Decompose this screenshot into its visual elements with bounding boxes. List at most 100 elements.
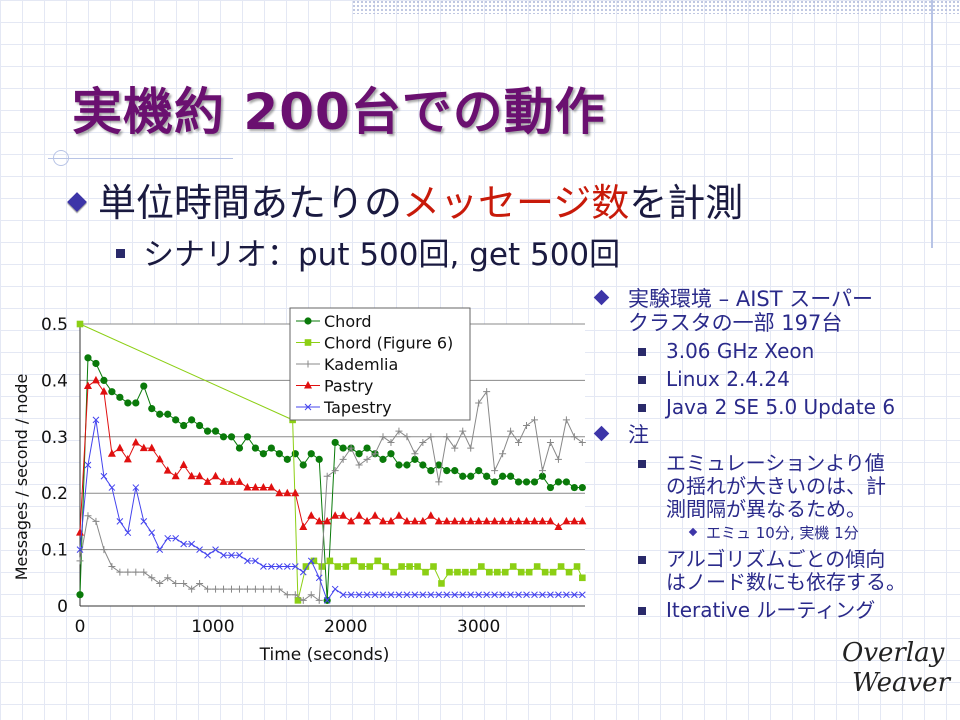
series-chord-point — [467, 472, 475, 480]
series-kademlia-point — [108, 563, 116, 571]
x-tick-label: 2000 — [324, 617, 367, 637]
series-tapestry-point — [387, 591, 395, 599]
series-pastry-point — [562, 516, 571, 525]
series-tapestry-point — [443, 591, 451, 599]
series-chord-point — [514, 478, 523, 486]
series-chord-figure-6-point — [509, 563, 517, 570]
series-kademlia-point — [491, 467, 499, 475]
series-kademlia-point — [140, 568, 148, 576]
series-kademlia-point — [546, 438, 554, 446]
series-pastry-point — [275, 488, 284, 497]
series-chord-point — [140, 382, 148, 390]
series-chord-point — [243, 433, 252, 441]
y-tick-label: 0.5 — [41, 315, 68, 335]
series-chord-figure-6-point — [414, 563, 421, 570]
note1-sub-text: エミュ 10分, 実機 1分 — [706, 524, 859, 542]
series-chord-point — [291, 450, 299, 458]
series-tapestry-point — [124, 529, 132, 537]
series-tapestry-point — [283, 563, 291, 570]
series-chord-point — [315, 455, 323, 463]
series-tapestry-point — [164, 534, 172, 542]
series-kademlia-point — [283, 591, 291, 599]
series-tapestry-point — [515, 591, 522, 599]
series-chord-point — [196, 421, 204, 430]
series-pastry-point — [147, 443, 156, 452]
series-pastry-point — [91, 375, 100, 384]
series-pastry-point — [355, 511, 364, 519]
series-tapestry-point — [140, 518, 148, 525]
series-chord-point — [363, 444, 371, 452]
series-kademlia-point — [562, 416, 570, 424]
square-bullet-icon — [638, 348, 646, 356]
series-pastry-point — [203, 477, 212, 485]
series-tapestry-point — [252, 557, 259, 565]
series-pastry-point — [187, 471, 196, 480]
series-tapestry-point — [475, 591, 483, 599]
note3-text: Iterative ルーティング — [666, 598, 876, 622]
legend-box — [289, 307, 471, 421]
series-kademlia-point — [499, 450, 507, 458]
series-chord-point — [459, 472, 467, 480]
env-item: Linux 2.4.24 — [592, 368, 958, 391]
series-chord-point — [483, 472, 491, 480]
series-pastry-point — [347, 516, 356, 525]
series-pastry-point — [450, 516, 459, 525]
series-chord-point — [116, 393, 124, 401]
decoration-circle — [53, 150, 69, 166]
series-chord-figure-6-point — [294, 597, 302, 604]
series-tapestry-point — [483, 591, 491, 599]
overlay-weaver-logo: Overlay Weaver — [842, 638, 950, 698]
series-pastry-point — [307, 511, 316, 519]
series-kademlia-point — [451, 444, 459, 452]
series-kademlia-point — [483, 388, 491, 396]
series-pastry-point — [131, 437, 140, 446]
series-pastry-point — [442, 516, 451, 525]
series-kademlia-point — [291, 591, 299, 599]
series-pastry-point — [498, 516, 507, 525]
series-chord-figure-6-point — [350, 557, 358, 565]
series-tapestry-point — [156, 546, 164, 553]
series-tapestry-point — [148, 529, 156, 537]
series-chord-figure-6-point — [76, 320, 84, 328]
diamond-bullet-icon — [593, 289, 610, 306]
series-kademlia-point — [347, 444, 355, 452]
series-tapestry-point — [347, 591, 355, 599]
series-pastry-point — [179, 460, 188, 468]
series-chord-point — [275, 450, 283, 458]
series-tapestry-point — [555, 591, 562, 599]
series-chord-figure-6-point — [478, 563, 485, 570]
series-pastry-point — [211, 471, 220, 480]
legend-item: Chord (Figure 6) — [296, 334, 453, 353]
series-chord-point — [554, 478, 563, 486]
series-pastry-point — [402, 516, 411, 525]
series-tapestry-point — [563, 591, 570, 599]
series-chord-figure-6-point — [334, 563, 342, 570]
series-tapestry-point — [204, 551, 211, 559]
series-pastry-line — [79, 379, 583, 533]
series-kademlia-point — [212, 585, 220, 593]
series-chord-point — [259, 450, 267, 458]
series-tapestry-point — [371, 591, 379, 599]
series-pastry-point — [195, 471, 204, 480]
note2-line-2: はノード数にも依存する。 — [666, 570, 906, 594]
series-pastry-point — [386, 516, 395, 525]
series-tapestry-point — [315, 574, 323, 582]
series-pastry-point — [490, 516, 499, 525]
series-kademlia-point — [363, 455, 371, 463]
series-chord-point — [403, 461, 411, 469]
legend-item: Chord — [296, 312, 372, 331]
series-chord-figure-6-point — [326, 557, 334, 565]
series-pastry-point — [291, 488, 300, 497]
series-pastry-point — [554, 522, 563, 531]
env-item-text: 3.06 GHz Xeon — [666, 339, 815, 363]
series-tapestry-point — [419, 591, 427, 599]
series-chord-point — [435, 461, 443, 469]
series-pastry-point — [578, 516, 587, 525]
series-chord-point — [530, 478, 539, 486]
bullet-main-text-highlight: メッセージ数 — [402, 181, 630, 225]
series-tapestry — [76, 416, 586, 604]
series-tapestry-point — [467, 591, 475, 599]
env-line-2: クラスタの一部 197台 — [628, 311, 843, 335]
series-kademlia-point — [443, 433, 451, 441]
bullet-main-text-pre: 単位時間あたりの — [98, 181, 403, 225]
